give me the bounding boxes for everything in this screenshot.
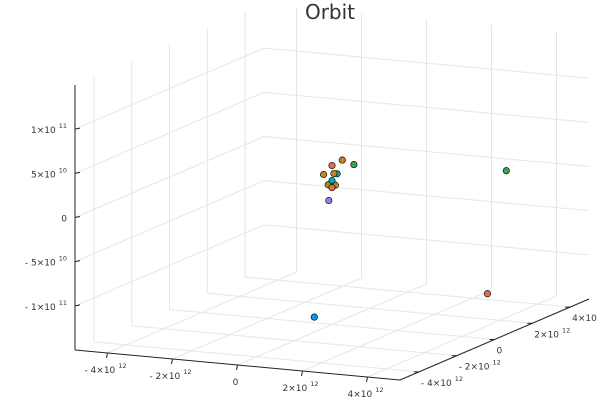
data-point-5 bbox=[328, 161, 336, 170]
grid bbox=[74, 7, 590, 378]
z-tick-label: 0 bbox=[61, 215, 67, 225]
x-tick-mark bbox=[106, 352, 108, 359]
chart-title: Orbit bbox=[305, 0, 355, 24]
grid-line-z-back bbox=[263, 180, 590, 212]
grid-line-y-floor bbox=[245, 276, 571, 308]
data-point-13 bbox=[325, 196, 333, 205]
data-point-1 bbox=[483, 290, 491, 298]
grid-line-y-floor bbox=[131, 325, 457, 357]
x-tick-mark bbox=[236, 364, 238, 371]
z-tick-mark bbox=[74, 260, 81, 263]
z-tick-label: 5×10 10 bbox=[31, 166, 67, 180]
y-tick-label: 2×10 12 bbox=[534, 326, 570, 340]
z-tick-mark bbox=[74, 127, 81, 130]
grid-line-z-back bbox=[263, 136, 590, 167]
y-tick-label: 0 bbox=[497, 347, 503, 357]
grid-line-z-left bbox=[74, 47, 265, 130]
data-point-2 bbox=[502, 167, 510, 175]
x-tick-label: - 4×10 12 bbox=[84, 362, 126, 376]
grid-line-z-back bbox=[263, 224, 590, 256]
axes bbox=[74, 85, 590, 383]
grid-line-z-left bbox=[74, 180, 265, 263]
z-tick-label: - 1×10 11 bbox=[25, 299, 67, 313]
grid-line-y-floor bbox=[93, 341, 419, 373]
data-point-0 bbox=[310, 313, 318, 321]
grid-line-y-floor bbox=[169, 309, 495, 340]
data-point-6 bbox=[320, 170, 328, 179]
grid-line-z-left bbox=[74, 136, 265, 218]
grid-line-z-left bbox=[74, 224, 265, 307]
data-point-10 bbox=[328, 184, 336, 192]
x-tick-mark bbox=[171, 358, 173, 365]
data-point-3 bbox=[338, 156, 346, 164]
z-tick-label: 1×10 11 bbox=[31, 122, 67, 136]
z-tick-label: - 5×10 10 bbox=[25, 255, 67, 269]
z-tick-mark bbox=[74, 304, 81, 307]
x-tick-mark bbox=[301, 370, 303, 377]
data-point-12 bbox=[330, 169, 338, 178]
data-points bbox=[310, 156, 510, 321]
x-tick-label: 2×10 12 bbox=[282, 380, 318, 394]
grid-line-z-back bbox=[263, 47, 590, 79]
data-point-4 bbox=[350, 161, 358, 169]
x-tick-mark bbox=[366, 376, 368, 383]
data-point-11 bbox=[328, 176, 336, 185]
x-tick-label: 4×10 12 bbox=[347, 386, 383, 400]
y-tick-label: - 4×10 12 bbox=[421, 375, 463, 389]
x-tick-label: - 2×10 12 bbox=[149, 368, 191, 382]
y-tick-label: - 2×10 12 bbox=[459, 359, 501, 373]
grid-line-y-floor bbox=[207, 292, 533, 324]
grid-line-z-back bbox=[263, 91, 590, 123]
x-tick-label: 0 bbox=[233, 378, 239, 388]
z-tick-mark bbox=[74, 171, 81, 174]
z-tick-mark bbox=[74, 216, 81, 218]
grid-line-z-left bbox=[74, 91, 265, 174]
